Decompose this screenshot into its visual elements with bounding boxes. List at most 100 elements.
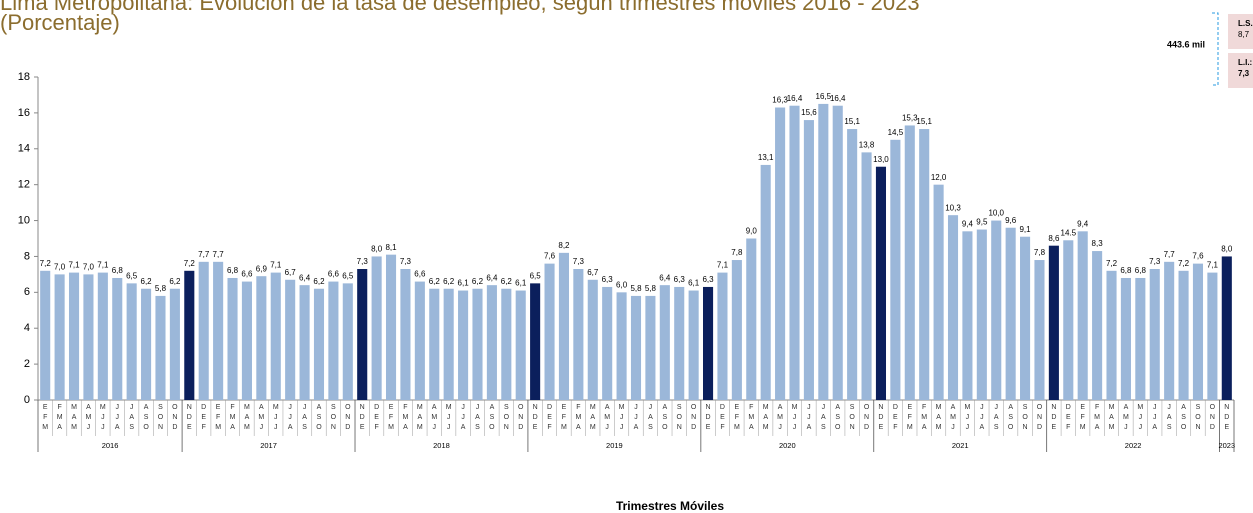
- x-tick-label: J: [303, 404, 307, 411]
- x-tick-label: M: [258, 414, 264, 421]
- y-tick-label: 16: [18, 107, 30, 119]
- bar: [54, 274, 65, 400]
- bar: [429, 288, 440, 400]
- x-tick-label: E: [1052, 424, 1057, 431]
- x-tick-label: J: [1153, 404, 1157, 411]
- value-label: 13,8: [859, 140, 875, 149]
- bar: [68, 272, 80, 400]
- annotation-box: [1228, 14, 1253, 49]
- x-tick-label: M: [590, 404, 596, 411]
- x-tick-label: J: [807, 414, 811, 421]
- value-label: 6,3: [602, 275, 614, 284]
- bar: [703, 286, 714, 400]
- value-label: 6,2: [429, 277, 441, 286]
- x-tick-label: O: [518, 404, 524, 411]
- bar: [328, 281, 339, 400]
- bar: [962, 231, 973, 400]
- bar: [1020, 236, 1031, 400]
- x-tick-label: A: [86, 404, 91, 411]
- value-label: 6,8: [1135, 266, 1147, 275]
- x-tick-label: F: [202, 424, 206, 431]
- bar: [1106, 270, 1117, 400]
- x-tick-label: A: [1095, 424, 1100, 431]
- value-label: 6,4: [659, 273, 671, 282]
- x-tick-label: F: [893, 424, 897, 431]
- value-label: 13,0: [873, 155, 889, 164]
- bar: [213, 261, 224, 400]
- x-tick-label: O: [316, 424, 322, 431]
- bar: [1034, 260, 1045, 400]
- x-tick-label: J: [822, 404, 826, 411]
- x-tick-label: O: [1210, 404, 1216, 411]
- x-tick-label: J: [951, 424, 955, 431]
- bar: [414, 281, 425, 400]
- value-label: 7,6: [544, 252, 556, 261]
- x-tick-label: N: [360, 404, 365, 411]
- y-tick-label: 18: [18, 71, 30, 83]
- x-tick-label: J: [288, 404, 292, 411]
- x-tick-label: D: [374, 404, 379, 411]
- x-tick-label: S: [331, 404, 336, 411]
- bar: [141, 288, 152, 400]
- x-tick-label: M: [388, 424, 394, 431]
- x-tick-label: M: [936, 424, 942, 431]
- x-tick-label: M: [403, 414, 409, 421]
- bar: [645, 295, 656, 400]
- bar: [717, 272, 728, 400]
- x-tick-label: J: [461, 414, 465, 421]
- x-tick-label: E: [879, 424, 884, 431]
- bar: [443, 288, 454, 400]
- x-tick-label: D: [1066, 404, 1071, 411]
- bar: [198, 261, 209, 400]
- x-tick-label: E: [374, 414, 379, 421]
- x-tick-label: S: [504, 404, 509, 411]
- x-tick-label: A: [259, 404, 264, 411]
- annotation-value: 8,7: [1238, 30, 1250, 39]
- x-tick-label: N: [158, 424, 163, 431]
- x-tick-label: N: [1210, 414, 1215, 421]
- y-tick-label: 8: [24, 250, 30, 262]
- x-tick-label: E: [1066, 414, 1071, 421]
- x-tick-label: E: [720, 414, 725, 421]
- bar: [659, 285, 670, 400]
- value-label: 7,3: [1149, 257, 1161, 266]
- x-tick-label: S: [144, 414, 149, 421]
- value-label: 7,2: [40, 259, 52, 268]
- x-tick-label: J: [634, 414, 638, 421]
- x-tick-label: F: [735, 414, 739, 421]
- x-tick-label: J: [778, 424, 782, 431]
- x-tick-label: M: [230, 414, 236, 421]
- x-tick-label: A: [475, 414, 480, 421]
- x-tick-label: J: [807, 404, 811, 411]
- x-tick-label: D: [201, 404, 206, 411]
- bar: [1048, 245, 1059, 400]
- value-label: 8,6: [1048, 234, 1060, 243]
- x-tick-label: N: [850, 424, 855, 431]
- bar: [371, 256, 382, 400]
- x-tick-label: J: [980, 414, 984, 421]
- x-tick-label: O: [1195, 414, 1201, 421]
- x-tick-label: F: [749, 404, 753, 411]
- value-label: 6,1: [688, 279, 700, 288]
- value-label: 6,6: [241, 270, 253, 279]
- x-tick-label: M: [763, 404, 769, 411]
- x-tick-label: M: [907, 424, 913, 431]
- value-label: 14.5: [1061, 228, 1077, 237]
- value-label: 6,2: [501, 277, 513, 286]
- x-tick-label: A: [1109, 414, 1114, 421]
- x-tick-label: S: [662, 414, 667, 421]
- x-tick-label: E: [360, 424, 365, 431]
- x-tick-label: O: [172, 404, 178, 411]
- value-label: 7,7: [213, 250, 225, 259]
- bar: [832, 105, 843, 400]
- value-label: 6,8: [112, 266, 124, 275]
- x-tick-label: D: [1224, 414, 1229, 421]
- value-label: 15,6: [801, 108, 817, 117]
- x-tick-label: O: [677, 414, 683, 421]
- value-label: 7,1: [270, 261, 282, 270]
- value-label: 15,3: [902, 114, 918, 123]
- x-tick-label: F: [230, 404, 234, 411]
- x-tick-label: A: [403, 424, 408, 431]
- bar: [1120, 277, 1131, 400]
